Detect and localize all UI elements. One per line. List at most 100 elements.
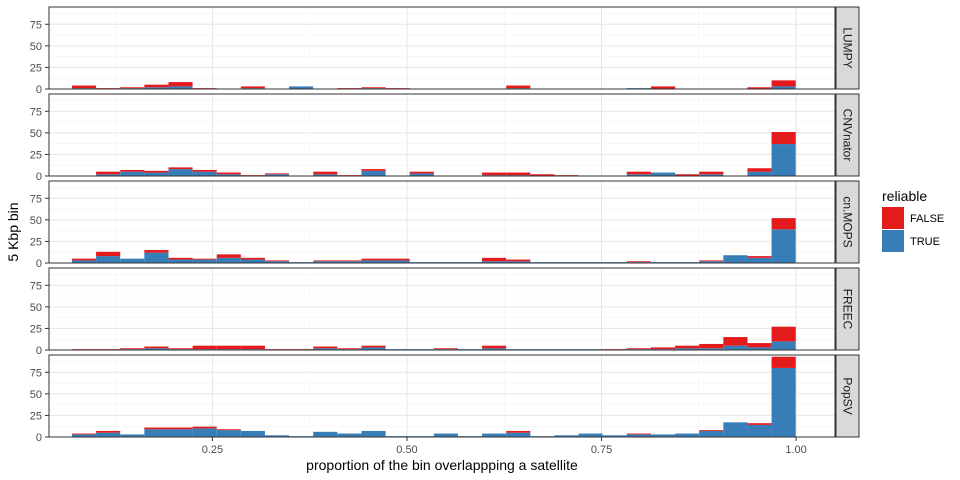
y-tick-label: 75 <box>30 193 42 205</box>
y-tick-label: 0 <box>36 84 42 96</box>
bar-false <box>144 346 169 349</box>
bar-false <box>96 171 121 175</box>
facet-strip <box>835 6 860 90</box>
bar-false <box>530 174 555 176</box>
legend-label-true: TRUE <box>910 236 940 248</box>
bar-false <box>771 80 796 87</box>
facet-strip <box>835 93 860 177</box>
bar-true <box>144 252 169 263</box>
bar-false <box>506 430 531 433</box>
bar-true <box>699 430 724 437</box>
bar-false <box>747 256 772 258</box>
bar-true <box>144 429 169 437</box>
bar-false <box>747 168 772 172</box>
bar-false <box>361 87 386 89</box>
bar-false <box>96 430 121 433</box>
bar-true <box>433 433 458 437</box>
bar-true <box>120 258 145 263</box>
bar-false <box>626 171 651 175</box>
panel-border <box>48 354 836 438</box>
bar-false <box>337 260 362 262</box>
bar-false <box>675 345 700 349</box>
bar-false <box>771 218 796 230</box>
bar-false <box>747 343 772 348</box>
bar-true <box>361 347 386 350</box>
bar-false <box>723 337 748 346</box>
y-tick-label: 50 <box>30 389 42 401</box>
y-tick-label: 50 <box>30 215 42 227</box>
facet-panel-cn-mops: 0 25 50 75 cn.MOPS <box>30 180 860 270</box>
bar-true <box>747 171 772 176</box>
bar-false <box>168 427 193 430</box>
bar-true <box>240 430 265 437</box>
bar-false <box>313 346 338 349</box>
bar-true <box>120 171 145 176</box>
bar-true <box>771 367 796 437</box>
x-tick-label: 0.75 <box>591 444 612 456</box>
y-tick-label: 75 <box>30 106 42 118</box>
bar-true <box>337 261 362 263</box>
bar-false <box>482 345 507 349</box>
bar-true <box>337 433 362 437</box>
bar-false <box>626 433 651 435</box>
bar-true <box>216 430 241 437</box>
bar-true <box>264 435 290 437</box>
bar-false <box>626 348 651 350</box>
facet-panel-lumpy: 0 25 50 75 LUMPY <box>30 6 860 96</box>
bar-false <box>747 423 772 425</box>
bar-false <box>144 84 169 88</box>
panel-border <box>48 93 836 177</box>
bar-true <box>771 144 796 176</box>
bar-false <box>675 174 700 176</box>
bar-false <box>650 347 676 350</box>
bar-true <box>361 170 386 176</box>
bar-true <box>289 86 314 89</box>
bar-false <box>433 348 458 350</box>
bar-false <box>385 258 410 261</box>
bar-false <box>264 260 290 262</box>
bar-true <box>71 260 97 263</box>
panel-border <box>48 267 836 351</box>
bar-true <box>699 174 724 176</box>
bar-true <box>216 174 241 176</box>
bar-true <box>361 260 386 263</box>
bar-true <box>506 432 531 437</box>
bar-true <box>482 348 507 350</box>
bar-false <box>168 348 193 350</box>
facet-panel-freec: 0 25 50 75 FREEC <box>30 267 860 357</box>
bar-true <box>482 433 507 437</box>
bar-true <box>168 169 193 176</box>
bar-true <box>168 429 193 437</box>
panels-layer: 0 25 50 75 LUMPY 0 25 50 75 CNVnator 0 25 50 75 cn.MOP… <box>30 6 860 456</box>
bar-true <box>602 435 627 437</box>
bar-true <box>723 422 748 437</box>
bar-true <box>144 172 169 176</box>
bar-true <box>96 174 121 176</box>
bar-false <box>409 171 434 174</box>
bar-true <box>723 345 748 350</box>
bar-false <box>313 260 338 262</box>
bar-false <box>482 172 507 176</box>
bar-false <box>144 170 169 173</box>
x-axis-title: proportion of the bin overlappping a sat… <box>306 457 578 473</box>
bar-true <box>313 261 338 263</box>
bar-true <box>482 261 507 263</box>
panel-background <box>49 355 835 437</box>
bar-true <box>747 424 772 437</box>
facet-strip <box>835 267 860 351</box>
bar-false <box>650 86 676 89</box>
bar-true <box>264 174 290 176</box>
legend-key-false <box>882 207 904 229</box>
bar-true <box>747 347 772 350</box>
facet-panel-cnvnator: 0 25 50 75 CNVnator <box>30 93 860 183</box>
bar-false <box>71 258 97 261</box>
panel-border <box>48 6 836 90</box>
facet-strip-label: CNVnator <box>841 109 855 162</box>
bar-false <box>337 348 362 350</box>
bar-true <box>650 172 676 176</box>
y-tick-label: 75 <box>30 19 42 31</box>
x-axis: 0.25 0.50 0.75 1.00 <box>202 437 807 456</box>
bar-true <box>699 348 724 350</box>
bar-false <box>120 348 145 350</box>
